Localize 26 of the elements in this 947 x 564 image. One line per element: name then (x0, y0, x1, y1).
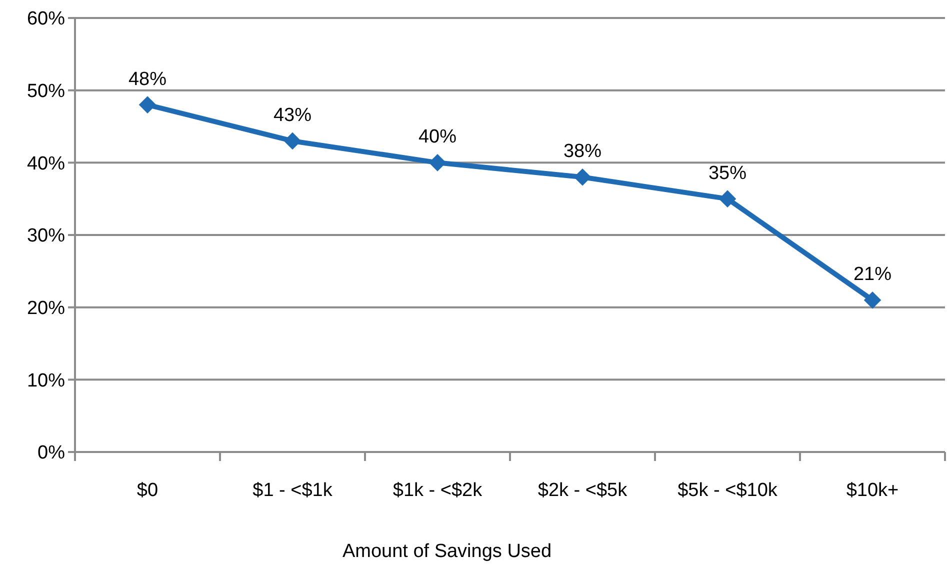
y-tick-label: 40% (26, 153, 66, 174)
x-tick-label: $5k - <$10k (678, 480, 778, 501)
x-tick-label: $1k - <$2k (392, 480, 483, 501)
y-tick-label: 10% (26, 370, 66, 392)
x-axis-title: Amount of Savings Used (342, 541, 552, 562)
y-tick-label: 60% (26, 8, 66, 30)
point (428, 154, 446, 172)
y-tick-label: 0% (38, 442, 66, 464)
data-label: 38% (563, 141, 602, 162)
x-tick-label: $10k+ (846, 480, 899, 501)
y-tick-label: 20% (26, 298, 66, 319)
data-label: 43% (273, 104, 312, 126)
x-tick-label: $0 (136, 480, 158, 501)
data-label: 35% (708, 162, 747, 184)
point (138, 96, 156, 114)
point (284, 132, 302, 150)
y-tick-label: 30% (26, 226, 66, 247)
data-label: 40% (418, 126, 457, 148)
point (718, 190, 736, 208)
point (864, 291, 882, 309)
data-label: 48% (128, 68, 167, 90)
x-tick-label: $1 - <$1k (252, 480, 333, 501)
y-tick-label: 50% (26, 80, 66, 102)
data-label: 21% (853, 264, 892, 286)
point (574, 168, 592, 186)
x-tick-label: $2k - <$5k (538, 480, 628, 501)
